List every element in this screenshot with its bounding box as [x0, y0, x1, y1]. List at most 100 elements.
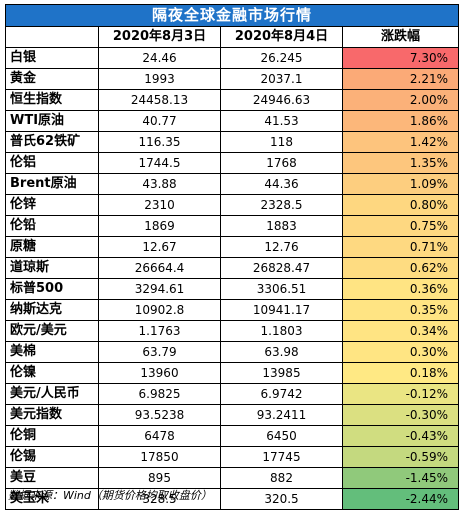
- table-row: 恒生指数 24458.13 24946.63 2.00%: [5, 89, 460, 111]
- row-value-date1: 24458.13: [98, 89, 221, 111]
- table-row: 道琼斯 26664.4 26828.47 0.62%: [5, 257, 460, 279]
- row-value-date1: 116.35: [98, 131, 221, 153]
- row-value-date1: 43.88: [98, 173, 221, 195]
- row-name: 欧元/美元: [5, 320, 99, 342]
- table-row: 美豆 895 882 -1.45%: [5, 467, 460, 489]
- row-name: 纳斯达克: [5, 299, 99, 321]
- row-change: 1.35%: [341, 152, 460, 174]
- row-change: 0.80%: [341, 194, 460, 216]
- row-value-date1: 10902.8: [98, 299, 221, 321]
- row-value-date1: 3294.61: [98, 278, 221, 300]
- row-value-date1: 1993: [98, 68, 221, 90]
- row-value-date2: 24946.63: [220, 89, 343, 111]
- table-row: 纳斯达克 10902.8 10941.17 0.35%: [5, 299, 460, 321]
- row-name: 原糖: [5, 236, 99, 258]
- row-value-date2: 26828.47: [220, 257, 343, 279]
- row-name: 美棉: [5, 341, 99, 363]
- row-value-date2: 3306.51: [220, 278, 343, 300]
- row-value-date1: 895: [98, 467, 221, 489]
- row-value-date2: 41.53: [220, 110, 343, 132]
- row-value-date2: 2037.1: [220, 68, 343, 90]
- row-change: 1.86%: [341, 110, 460, 132]
- table-row: 伦铅 1869 1883 0.75%: [5, 215, 460, 237]
- row-change: 0.18%: [341, 362, 460, 384]
- row-value-date1: 40.77: [98, 110, 221, 132]
- row-change: 1.09%: [341, 173, 460, 195]
- row-value-date2: 1883: [220, 215, 343, 237]
- row-change: 0.62%: [341, 257, 460, 279]
- row-change: 2.00%: [341, 89, 460, 111]
- row-value-date1: 6.9825: [98, 383, 221, 405]
- row-name: 美元指数: [5, 404, 99, 426]
- row-name: Brent原油: [5, 173, 99, 195]
- table-row: 欧元/美元 1.1763 1.1803 0.34%: [5, 320, 460, 342]
- row-name: 伦铜: [5, 425, 99, 447]
- table-body: 白银 24.46 26.245 7.30% 黄金 1993 2037.1 2.21% 恒生指数 2…: [5, 47, 460, 510]
- row-value-date2: 13985: [220, 362, 343, 384]
- table-row: 伦锡 17850 17745 -0.59%: [5, 446, 460, 468]
- header-change: 涨跌幅: [341, 26, 460, 48]
- table-row: 美棉 63.79 63.98 0.30%: [5, 341, 460, 363]
- row-change: 0.30%: [341, 341, 460, 363]
- row-name: 伦铝: [5, 152, 99, 174]
- table-row: 伦铜 6478 6450 -0.43%: [5, 425, 460, 447]
- table-row: 普氏62铁矿 116.35 118 1.42%: [5, 131, 460, 153]
- row-value-date1: 2310: [98, 194, 221, 216]
- table-row: 伦镍 13960 13985 0.18%: [5, 362, 460, 384]
- row-name: 伦锡: [5, 446, 99, 468]
- row-value-date1: 1744.5: [98, 152, 221, 174]
- row-change: 0.35%: [341, 299, 460, 321]
- row-name: 伦镍: [5, 362, 99, 384]
- row-value-date2: 44.36: [220, 173, 343, 195]
- header-date1: 2020年8月3日: [98, 26, 221, 48]
- row-name: 白银: [5, 47, 99, 69]
- row-change: -0.30%: [341, 404, 460, 426]
- row-value-date2: 17745: [220, 446, 343, 468]
- row-change: -1.45%: [341, 467, 460, 489]
- row-value-date1: 1869: [98, 215, 221, 237]
- header-name: [5, 26, 99, 48]
- row-change: -0.43%: [341, 425, 460, 447]
- row-change: 7.30%: [341, 47, 460, 69]
- table-row: WTI原油 40.77 41.53 1.86%: [5, 110, 460, 132]
- row-change: 1.42%: [341, 131, 460, 153]
- row-value-date2: 6.9742: [220, 383, 343, 405]
- row-change: 0.34%: [341, 320, 460, 342]
- table-row: 白银 24.46 26.245 7.30%: [5, 47, 460, 69]
- row-change: 0.36%: [341, 278, 460, 300]
- table-row: 黄金 1993 2037.1 2.21%: [5, 68, 460, 90]
- row-change: 0.75%: [341, 215, 460, 237]
- table-row: 美玉米 328.5 320.5 -2.44%: [5, 488, 460, 510]
- row-value-date1: 24.46: [98, 47, 221, 69]
- row-value-date2: 63.98: [220, 341, 343, 363]
- row-name: 黄金: [5, 68, 99, 90]
- row-value-date1: 93.5238: [98, 404, 221, 426]
- row-value-date2: 882: [220, 467, 343, 489]
- row-value-date2: 320.5: [220, 488, 343, 510]
- row-value-date2: 26.245: [220, 47, 343, 69]
- header-date2: 2020年8月4日: [220, 26, 343, 48]
- row-name: 美元/人民币: [5, 383, 99, 405]
- row-value-date1: 17850: [98, 446, 221, 468]
- row-value-date2: 2328.5: [220, 194, 343, 216]
- row-change: -0.12%: [341, 383, 460, 405]
- row-value-date1: 63.79: [98, 341, 221, 363]
- row-change: 0.71%: [341, 236, 460, 258]
- row-name: 伦铅: [5, 215, 99, 237]
- table-row: 原糖 12.67 12.76 0.71%: [5, 236, 460, 258]
- row-value-date1: 12.67: [98, 236, 221, 258]
- row-value-date1: 13960: [98, 362, 221, 384]
- row-value-date2: 10941.17: [220, 299, 343, 321]
- row-name: 恒生指数: [5, 89, 99, 111]
- market-table-container: 隔夜全球金融市场行情 2020年8月3日 2020年8月4日 涨跌幅 白银 24.…: [4, 4, 460, 510]
- row-name: WTI原油: [5, 110, 99, 132]
- row-value-date1: 6478: [98, 425, 221, 447]
- row-value-date1: 1.1763: [98, 320, 221, 342]
- row-value-date2: 12.76: [220, 236, 343, 258]
- row-value-date2: 6450: [220, 425, 343, 447]
- row-name: 道琼斯: [5, 257, 99, 279]
- table-row: 美元/人民币 6.9825 6.9742 -0.12%: [5, 383, 460, 405]
- table-row: 标普500 3294.61 3306.51 0.36%: [5, 278, 460, 300]
- row-name: 美玉米: [5, 488, 99, 510]
- table-row: 伦锌 2310 2328.5 0.80%: [5, 194, 460, 216]
